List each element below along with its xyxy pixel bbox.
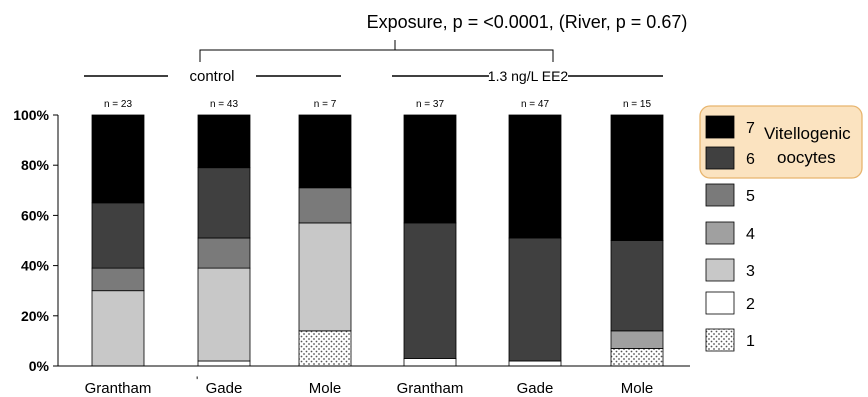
legend-label-3: 3 (746, 263, 755, 280)
y-tick-label: 100% (13, 107, 49, 123)
x-tick-label: Gade (517, 380, 554, 397)
legend-highlight-line-1: Vitellogenic (764, 124, 851, 143)
y-tick-label: 80% (21, 157, 50, 173)
legend-swatch-3 (705, 258, 735, 282)
bar-segment-4 (610, 330, 664, 349)
n-label: n = 43 (210, 99, 239, 110)
legend-label-6: 6 (746, 151, 755, 168)
y-tick-label: 0% (29, 358, 50, 374)
bar-segment-7 (610, 114, 664, 241)
group-label: control (189, 68, 234, 85)
legend-swatch-5 (705, 183, 735, 207)
x-tick-label: Mole (309, 380, 342, 397)
y-axis: 0% 20% 40% 60% 80% 100% (13, 107, 59, 374)
bar-segment-6 (403, 222, 457, 359)
bar-segment-6 (610, 240, 664, 332)
y-tick-label: 60% (21, 207, 50, 223)
legend-label-2: 2 (746, 296, 755, 313)
bar-segment-3 (298, 222, 352, 332)
n-label: n = 23 (104, 99, 133, 110)
legend-label-7: 7 (746, 120, 755, 137)
bar-segment-2 (508, 360, 562, 367)
legend-swatch-2 (705, 291, 735, 315)
bar-segment-7 (91, 114, 145, 204)
group-labels: control 1.3 ng/L EE2 (84, 68, 663, 85)
bar-segment-5 (197, 237, 251, 269)
y-tick-label: 20% (21, 308, 50, 324)
bar-segment-2 (403, 358, 457, 367)
bar-segment-7 (508, 114, 562, 239)
bars (91, 114, 664, 367)
bar-segment-7 (197, 114, 251, 169)
legend-label-4: 4 (746, 226, 755, 243)
x-tick-label: Gade (206, 380, 243, 397)
legend-swatch-7 (705, 115, 735, 139)
x-tick-label: Grantham (397, 380, 464, 397)
bar-segment-2 (197, 360, 251, 367)
x-tick-label: Grantham (85, 380, 152, 397)
bar-segment-3 (91, 290, 145, 367)
bar-segment-6 (91, 202, 145, 269)
bar-segment-6 (508, 237, 562, 362)
n-label: n = 7 (314, 99, 337, 110)
bar-segment-6 (197, 167, 251, 239)
bar-segment-7 (298, 114, 352, 189)
x-tick-label: Mole (621, 380, 654, 397)
x-axis: Grantham Gade Mole Grantham Gade Mole ' (58, 365, 690, 397)
bar-segment-1 (610, 348, 664, 367)
y-tick-label: 40% (21, 258, 50, 274)
exposure-bracket (199, 40, 554, 62)
legend-highlight-box (699, 105, 863, 179)
bar-segment-7 (403, 114, 457, 224)
group-label: 1.3 ng/L EE2 (488, 68, 569, 84)
legend: 7 6 5 4 3 2 1 Vitellogenic oocytes (699, 105, 863, 352)
legend-swatch-4 (705, 221, 735, 245)
legend-swatch-1 (705, 328, 735, 352)
n-label: n = 37 (416, 99, 445, 110)
legend-label-5: 5 (746, 188, 755, 205)
legend-highlight-line-2: oocytes (777, 148, 836, 167)
n-label: n = 47 (521, 99, 550, 110)
bar-segment-5 (298, 187, 352, 224)
n-label: n = 15 (623, 99, 652, 110)
stray-mark: ' (196, 374, 198, 388)
chart-title: Exposure, p = <0.0001, (River, p = 0.67) (367, 12, 688, 32)
bar-segment-3 (197, 267, 251, 362)
bar-segment-1 (298, 330, 352, 367)
bar-segment-5 (91, 267, 145, 292)
legend-swatch-6 (705, 146, 735, 170)
bracket-line (199, 49, 554, 62)
n-labels: n = 23 n = 43 n = 7 n = 37 n = 47 n = 15 (104, 99, 652, 110)
legend-label-1: 1 (746, 333, 755, 350)
